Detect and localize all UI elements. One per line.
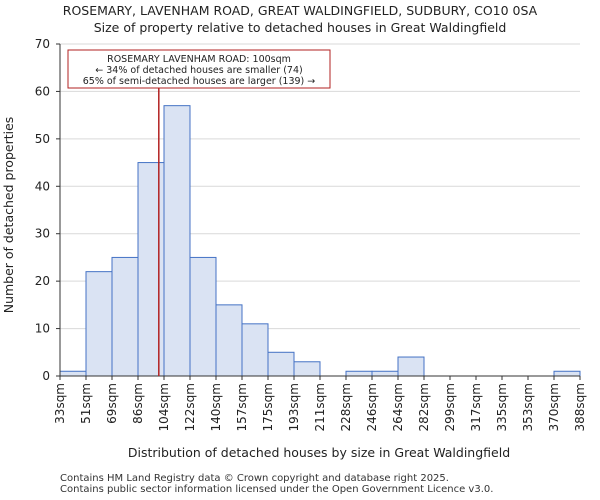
bar [189, 256, 217, 377]
chart-title-line1: ROSEMARY, LAVENHAM ROAD, GREAT WALDINGFI… [62, 3, 538, 18]
bar [215, 304, 243, 377]
x-tick-label: 335sqm [495, 383, 509, 431]
bar [397, 356, 425, 377]
annotation-title: ROSEMARY LAVENHAM ROAD: 100sqm [107, 54, 291, 65]
x-tick-label: 193sqm [287, 383, 301, 431]
x-tick-label: 211sqm [313, 383, 327, 431]
bar [345, 370, 373, 377]
y-tick-label: 30 [35, 227, 50, 241]
chart-title: ROSEMARY, LAVENHAM ROAD, GREAT WALDINGFI… [0, 2, 600, 36]
x-tick-label: 140sqm [209, 383, 223, 431]
x-tick-label: 388sqm [573, 383, 587, 431]
bar [163, 105, 191, 377]
y-tick-label: 10 [35, 322, 50, 336]
x-tick-label: 264sqm [391, 383, 405, 431]
axes: 0 10 20 30 40 50 60 70 33sqm 51sqm 69sqm 86sqm 104sq… [35, 37, 587, 431]
x-tick-label: 175sqm [261, 383, 275, 431]
y-tick-label: 50 [35, 132, 50, 146]
bar [293, 361, 321, 377]
bar [267, 351, 295, 377]
footer-line2: Contains public sector information licen… [60, 484, 494, 495]
annotation-smaller: ← 34% of detached houses are smaller (74… [95, 65, 302, 76]
bar [241, 323, 269, 377]
y-tick-label: 60 [35, 84, 50, 98]
y-tick-label: 70 [35, 37, 50, 51]
x-tick-label: 69sqm [105, 383, 119, 424]
x-tick-label: 228sqm [339, 383, 353, 431]
x-tick-label: 86sqm [131, 383, 145, 424]
x-tick-label: 246sqm [365, 383, 379, 431]
x-tick-label: 353sqm [521, 383, 535, 431]
bar [59, 370, 87, 377]
x-tick-label: 157sqm [235, 383, 249, 431]
footer-line1: Contains HM Land Registry data © Crown c… [60, 473, 449, 484]
annotation-larger: 65% of semi-detached houses are larger (… [83, 76, 316, 87]
bar [111, 256, 139, 377]
x-tick-label: 104sqm [157, 383, 171, 431]
bars [59, 105, 581, 377]
bar [553, 370, 581, 377]
x-tick-label: 33sqm [53, 383, 67, 424]
bar [137, 162, 165, 377]
bar [85, 271, 113, 377]
y-axis-label: Number of detached properties [1, 117, 16, 314]
footer: Contains HM Land Registry data © Crown c… [60, 473, 493, 495]
x-tick-label: 282sqm [417, 383, 431, 431]
property-marker: ROSEMARY LAVENHAM ROAD: 100sqm← 34% of d… [67, 49, 331, 376]
x-tick-label: 51sqm [79, 383, 93, 424]
bar [371, 370, 399, 377]
x-tick-label: 299sqm [443, 383, 457, 431]
chart-title-line2: Size of property relative to detached ho… [93, 20, 507, 35]
y-tick-label: 20 [35, 274, 50, 288]
x-tick-label: 370sqm [547, 383, 561, 431]
x-axis-label: Distribution of detached houses by size … [128, 445, 510, 460]
annotation-box [67, 49, 331, 89]
y-tick-label: 0 [42, 369, 50, 383]
y-tick-label: 40 [35, 179, 50, 193]
x-tick-label: 122sqm [183, 383, 197, 431]
x-tick-label: 317sqm [469, 383, 483, 431]
